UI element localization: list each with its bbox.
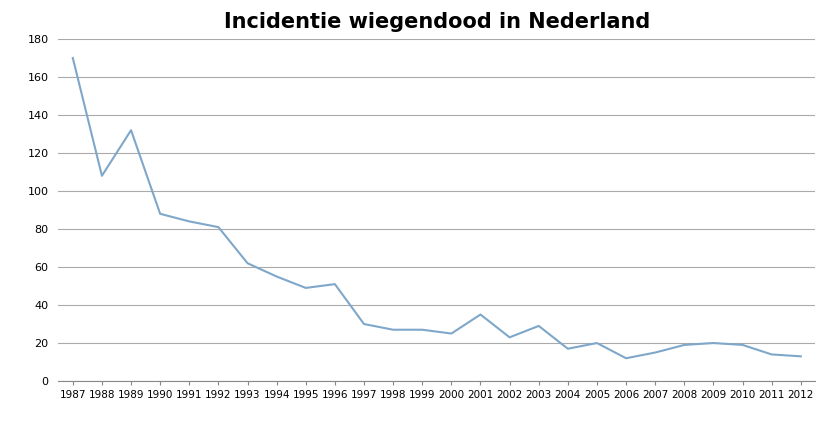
Title: Incidentie wiegendood in Nederland: Incidentie wiegendood in Nederland	[224, 12, 650, 32]
